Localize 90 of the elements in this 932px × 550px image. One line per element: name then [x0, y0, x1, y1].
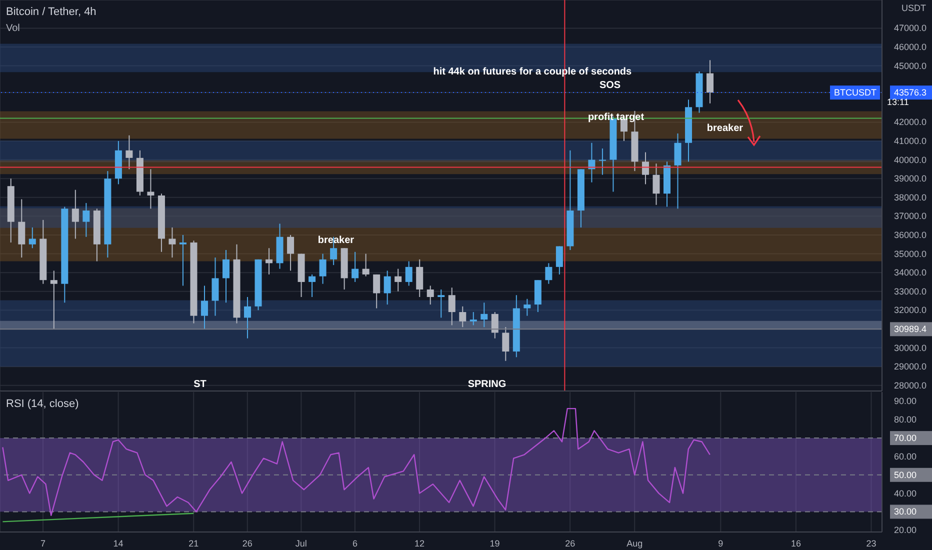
y-tick-label: 34000.0 [894, 268, 927, 278]
candlestick [642, 152, 649, 185]
candlestick [50, 270, 58, 330]
candlestick [319, 253, 326, 284]
y-tick-label: 32000.0 [894, 305, 927, 316]
text: Bitcoin / Tether, 4h [6, 6, 96, 18]
candlestick [28, 226, 36, 249]
candlestick [362, 253, 370, 277]
y-tick-label: 29000.0 [894, 362, 927, 372]
y-tick-label: 40.00 [894, 488, 917, 498]
y-tick-label: 46000.0 [894, 42, 927, 52]
candlestick [126, 134, 133, 170]
candlestick [524, 298, 531, 316]
y-tick-label: 60.00 [894, 451, 917, 462]
annotation: SPRING [468, 379, 506, 390]
candlestick [200, 285, 208, 330]
candlestick [416, 258, 424, 298]
candlestick [266, 248, 273, 275]
candlestick [72, 189, 79, 240]
y-tick-label: 30.00 [894, 506, 917, 517]
y-tick-label: 90.00 [894, 396, 917, 406]
candlestick [18, 198, 26, 258]
y-tick-label: 80.00 [894, 414, 917, 425]
y-tick-label: 45000.0 [894, 60, 927, 71]
annotation: ST [194, 379, 206, 390]
x-tick-label: 16 [790, 538, 801, 548]
y-tick-label: 33000.0 [894, 286, 927, 296]
y-axis-title: USDT [902, 3, 926, 13]
candlestick [706, 60, 714, 104]
x-tick-label: 26 [242, 538, 252, 548]
x-tick-label: 12 [414, 538, 424, 548]
candlestick [352, 251, 359, 282]
y-tick-label: 39000.0 [894, 174, 927, 184]
candlestick [384, 270, 391, 306]
x-tick-label: 9 [718, 538, 724, 548]
candlestick [179, 234, 186, 286]
text: 13:11 [887, 97, 909, 107]
y-tick-label: 50.00 [894, 470, 917, 480]
y-tick-label: 41000.0 [894, 136, 927, 146]
candlestick [502, 326, 510, 362]
candlestick [147, 168, 154, 210]
annotation: breaker [706, 123, 744, 134]
candlestick [212, 257, 219, 316]
candlestick [491, 312, 498, 339]
y-tick-label: 43576.3 [894, 88, 927, 98]
candlestick [308, 274, 316, 298]
x-tick-label: 21 [188, 538, 199, 548]
candlestick [82, 202, 90, 238]
y-tick-label: 40000.0 [894, 154, 927, 165]
x-tick-label: 26 [565, 538, 576, 548]
candlestick [674, 132, 682, 210]
candlestick [244, 296, 252, 339]
ref-line-label: BTCUSDT [834, 88, 877, 98]
x-tick-label: 23 [866, 538, 876, 548]
y-tick-label: 36000.0 [894, 230, 927, 240]
y-tick-label: 37000.0 [894, 211, 927, 222]
candlestick [222, 250, 230, 304]
y-tick-label: 47000.0 [894, 23, 927, 34]
candlestick [394, 268, 402, 292]
y-tick-label: 20.00 [894, 525, 917, 536]
candlestick [373, 274, 380, 309]
candlestick [459, 306, 466, 328]
annotation: Vol [6, 23, 20, 34]
candlestick [556, 246, 563, 275]
candlestick [405, 260, 412, 286]
candlestick [470, 312, 477, 326]
y-tick-label: 70.00 [894, 433, 917, 444]
y-tick-label: 35000.0 [894, 248, 927, 259]
candlestick [652, 163, 660, 206]
x-tick-label: Aug [626, 538, 643, 548]
x-tick-label: 6 [352, 538, 358, 548]
candlestick [426, 285, 434, 306]
x-tick-label: 14 [113, 538, 124, 548]
y-tick-label: 28000.0 [894, 380, 927, 390]
text: RSI (14, close) [6, 398, 79, 410]
candlestick [598, 148, 606, 176]
x-tick-label: 19 [490, 538, 500, 548]
candlestick [438, 288, 445, 318]
y-tick-label: 42000.0 [894, 117, 927, 128]
candlestick [545, 262, 552, 284]
x-tick-label: Jul [295, 538, 307, 548]
y-tick-label: 30989.4 [894, 324, 927, 334]
candlestick [448, 287, 456, 326]
annotation: SOS [599, 80, 621, 91]
candlestick [287, 234, 294, 272]
y-tick-label: 38000.0 [894, 192, 927, 202]
candlestick [480, 302, 488, 328]
candlestick [168, 226, 176, 258]
y-tick-label: 30000.0 [894, 342, 927, 353]
x-tick-label: 7 [40, 538, 46, 548]
